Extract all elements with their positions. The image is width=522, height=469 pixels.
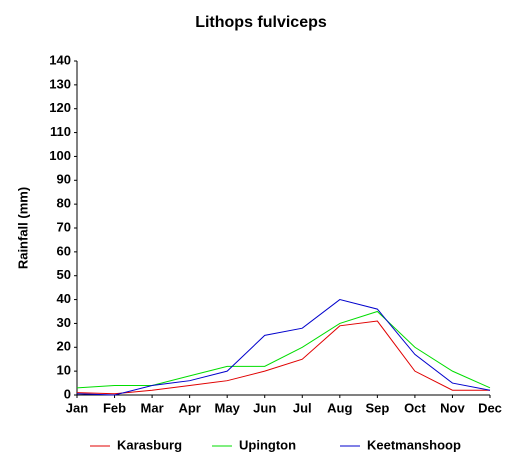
x-tick-label: Jan [66,400,88,415]
y-tick-label: 90 [57,172,71,187]
y-tick-label: 0 [64,386,71,401]
series-line [76,299,491,396]
y-tick-label: 80 [57,196,71,211]
x-tick-label: Mar [141,400,164,415]
chart-title: Lithops fulviceps [195,14,327,31]
y-tick-label: 120 [49,100,71,115]
y-tick-label: 70 [57,219,71,234]
x-tick-label: Apr [178,400,200,415]
legend-label: Upington [239,437,296,452]
y-tick-label: 10 [57,363,71,378]
x-tick-label: Dec [478,400,502,415]
series-line [76,320,490,395]
y-tick-label: 110 [50,124,71,139]
y-tick-label: 60 [57,243,71,258]
x-tick-label: Feb [103,400,126,415]
y-tick-label: 50 [57,267,71,282]
x-tick-label: Jun [253,400,276,415]
legend-label: Keetmanshoop [367,437,461,452]
y-tick-label: 20 [57,339,71,354]
legend-label: Karasburg [117,437,182,452]
x-tick-label: Aug [327,400,352,415]
y-tick-label: 130 [49,76,71,91]
y-axis-label: Rainfall (mm) [15,187,30,269]
y-tick-label: 30 [57,315,71,330]
x-tick-label: Nov [440,400,465,415]
y-tick-label: 100 [49,148,71,163]
series-line [76,310,491,389]
x-tick-label: Oct [404,400,426,415]
y-tick-label: 140 [49,52,71,67]
x-tick-label: May [215,400,241,415]
x-tick-label: Jul [293,400,312,415]
x-tick-label: Sep [365,400,389,415]
y-tick-label: 40 [57,291,71,306]
